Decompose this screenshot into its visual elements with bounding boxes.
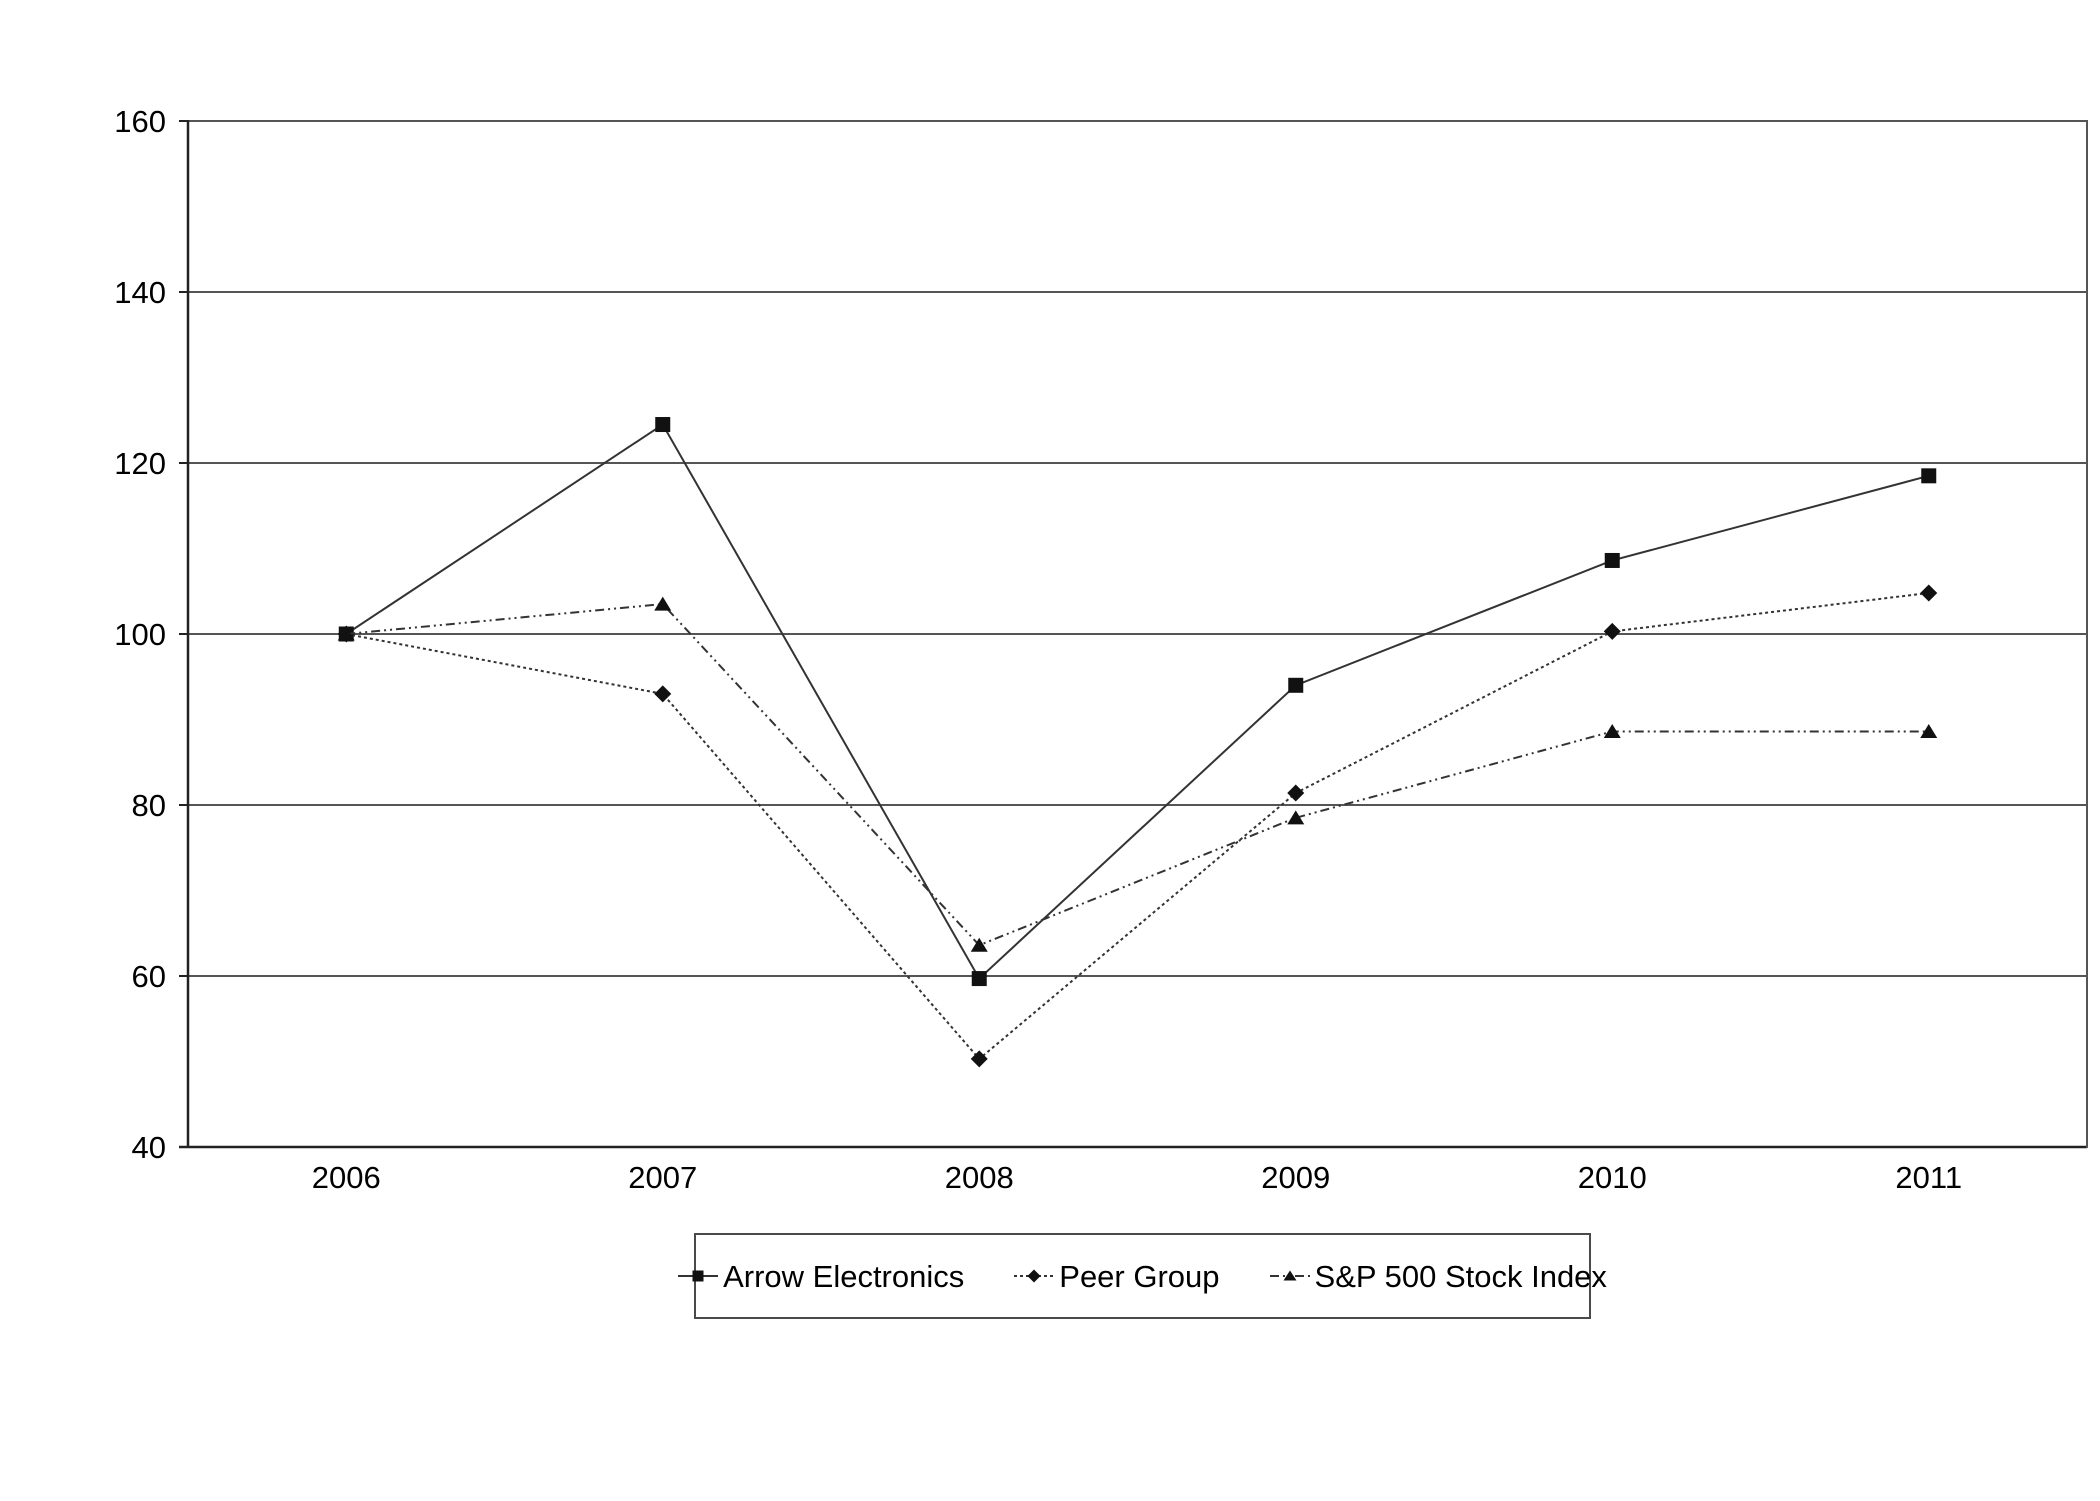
y-axis-label: 80 (132, 788, 166, 823)
square-marker-icon (655, 417, 671, 433)
triangle-marker-icon (654, 596, 672, 611)
legend-label-sp500: S&P 500 Stock Index (1314, 1258, 1607, 1294)
legend-key-square-solid-icon (678, 1270, 719, 1282)
legend-label-peer-group: Peer Group (1059, 1258, 1220, 1294)
series-arrow-electronics (338, 417, 1937, 987)
y-axis-label: 60 (132, 959, 166, 994)
diamond-marker-icon (1920, 584, 1938, 602)
legend-key-triangle-dashdot-icon (1269, 1270, 1310, 1281)
triangle-marker-icon (1603, 723, 1621, 738)
square-marker-icon (971, 971, 987, 987)
triangle-marker-icon (1283, 1270, 1297, 1281)
diamond-marker-icon (1287, 784, 1305, 802)
square-marker-icon (692, 1270, 704, 1282)
triangle-marker-icon (337, 626, 355, 641)
x-axis-label: 2008 (945, 1160, 1014, 1195)
x-axis-label: 2010 (1578, 1160, 1647, 1195)
series-s-p-500-stock-index (337, 596, 1938, 952)
y-axis-label: 40 (132, 1130, 166, 1165)
y-axis-label: 160 (114, 104, 166, 139)
square-marker-icon (1921, 468, 1937, 484)
legend-item-peer-group: Peer Group (1014, 1258, 1220, 1294)
diamond-marker-icon (654, 685, 672, 703)
series-line (345, 423, 1930, 981)
triangle-marker-icon (1287, 810, 1305, 825)
diamond-marker-icon (1603, 622, 1621, 640)
x-axis-label: 2006 (312, 1160, 381, 1195)
diamond-marker-icon (1027, 1269, 1041, 1283)
square-marker-icon (1288, 677, 1304, 693)
chart-legend: Arrow Electronics Peer Group S&P 500 Sto… (678, 1233, 1607, 1319)
legend-item-arrow-electronics: Arrow Electronics (678, 1261, 964, 1292)
legend-label-arrow-electronics: Arrow Electronics (723, 1258, 965, 1294)
legend-item-sp500: S&P 500 Stock Index (1269, 1258, 1607, 1294)
series-line (346, 591, 1929, 1061)
triangle-marker-icon (1920, 723, 1938, 738)
series-line (346, 603, 1929, 947)
legend-key-diamond-dotted-icon (1014, 1269, 1055, 1283)
y-axis-label: 120 (114, 446, 166, 481)
y-axis-label: 140 (114, 275, 166, 310)
x-axis-label: 2007 (628, 1160, 697, 1195)
y-axis-label: 100 (114, 617, 166, 652)
diamond-marker-icon (970, 1050, 988, 1068)
x-axis-label: 2009 (1261, 1160, 1330, 1195)
square-marker-icon (1604, 552, 1620, 568)
triangle-marker-icon (970, 937, 988, 952)
x-axis-label: 2011 (1895, 1160, 1962, 1195)
series-peer-group (337, 584, 1938, 1068)
